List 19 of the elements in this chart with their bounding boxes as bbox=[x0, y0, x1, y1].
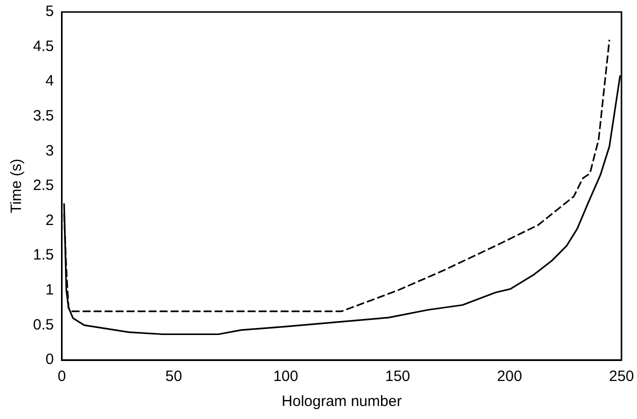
y-tick-label: 2 bbox=[46, 212, 54, 229]
y-tick-label: 5 bbox=[46, 3, 54, 20]
x-tick-label: 0 bbox=[58, 368, 66, 386]
x-tick-label: 250 bbox=[608, 368, 634, 386]
y-tick-label: 4 bbox=[46, 72, 54, 90]
y-tick-label: 0.5 bbox=[32, 316, 54, 334]
y-tick-label: 3.5 bbox=[32, 108, 54, 125]
x-tick-label: 200 bbox=[497, 368, 522, 386]
x-axis-title: Hologram number bbox=[282, 393, 402, 410]
x-tick-label: 150 bbox=[385, 368, 410, 386]
y-tick-label: 4.5 bbox=[32, 38, 54, 55]
y-tick-label: 2.5 bbox=[32, 177, 54, 194]
y-tick-label: 3 bbox=[46, 142, 54, 160]
y-tick-label: 0 bbox=[46, 351, 54, 368]
x-tick-label: 50 bbox=[165, 368, 182, 386]
y-axis-title: Time (s) bbox=[8, 158, 26, 214]
x-tick-label: 100 bbox=[273, 368, 298, 386]
y-tick-label: 1.5 bbox=[32, 246, 54, 264]
y-tick-label: 1 bbox=[46, 282, 54, 299]
